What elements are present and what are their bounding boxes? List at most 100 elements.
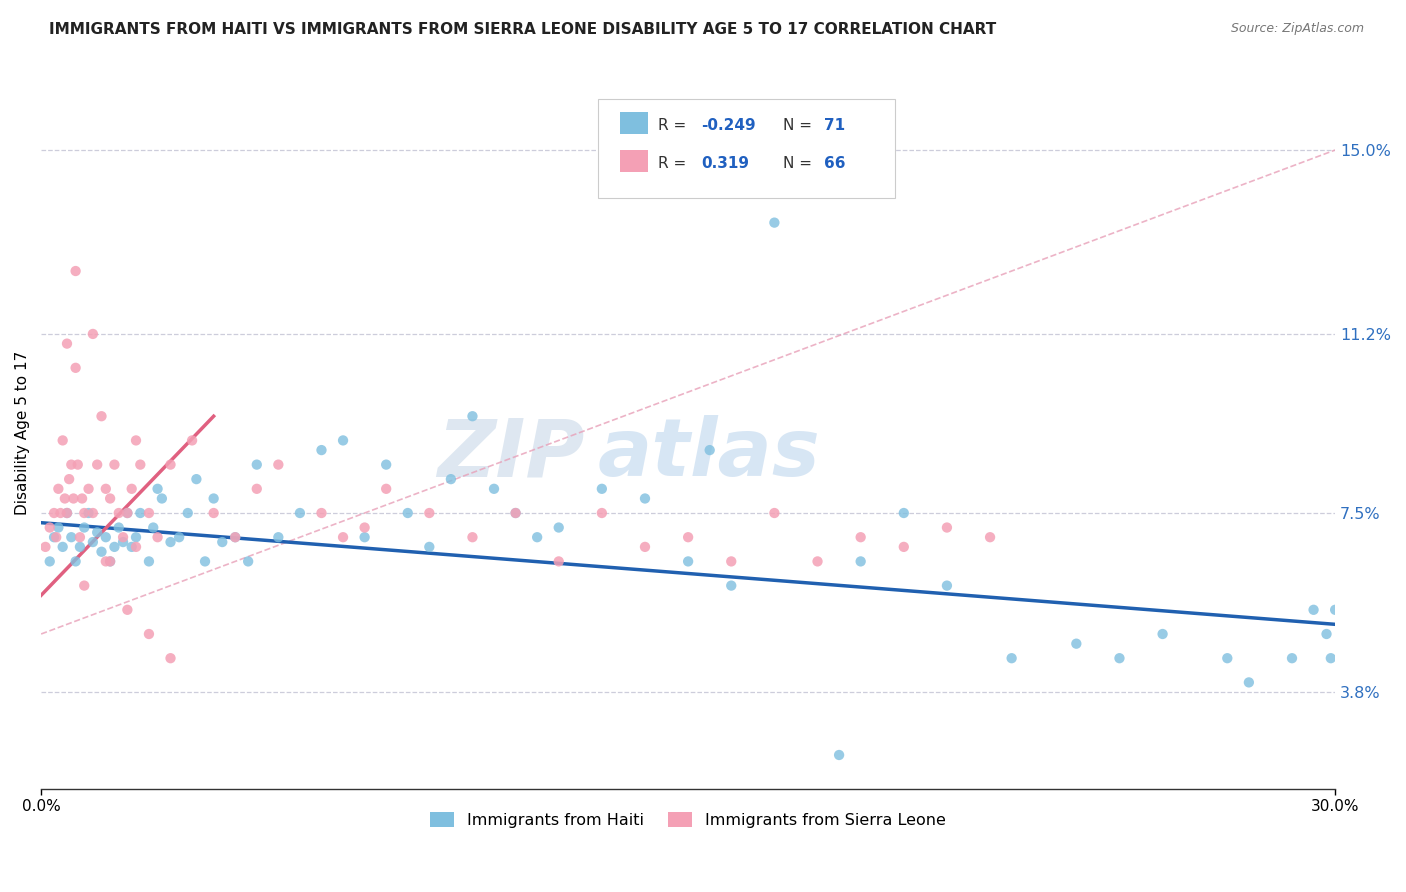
Point: [1315, 627, 1337, 641]
Point: [62, 491, 84, 506]
Point: [48, 482, 70, 496]
Point: [52, 540, 75, 554]
Point: [547, 554, 569, 568]
Point: [224, 530, 246, 544]
Point: [1152, 627, 1174, 641]
Point: [634, 540, 657, 554]
Point: [56, 336, 79, 351]
Point: [98, 554, 121, 568]
Point: [129, 506, 152, 520]
Point: [267, 530, 290, 544]
Point: [1324, 603, 1347, 617]
Point: [48, 520, 70, 534]
Point: [211, 535, 233, 549]
Point: [676, 530, 699, 544]
Point: [69, 530, 91, 544]
Point: [159, 458, 181, 472]
Point: [77, 482, 100, 496]
Point: [224, 530, 246, 544]
Point: [935, 579, 957, 593]
Point: [34, 540, 56, 554]
Point: [591, 506, 613, 520]
Point: [69, 540, 91, 554]
Point: [86, 525, 108, 540]
Point: [181, 434, 204, 448]
Point: [935, 520, 957, 534]
Point: [246, 458, 269, 472]
Point: [107, 506, 129, 520]
Point: [676, 554, 699, 568]
Point: [634, 491, 657, 506]
Point: [1001, 651, 1024, 665]
Point: [893, 540, 915, 554]
Point: [66, 458, 89, 472]
Text: atlas: atlas: [598, 416, 820, 493]
Point: [73, 506, 96, 520]
Point: [60, 458, 83, 472]
Point: [82, 326, 104, 341]
Text: N =: N =: [783, 156, 811, 171]
Point: [1108, 651, 1130, 665]
Point: [159, 535, 181, 549]
Point: [82, 506, 104, 520]
Point: [440, 472, 463, 486]
Point: [112, 530, 135, 544]
Point: [763, 216, 786, 230]
Point: [45, 530, 67, 544]
Point: [65, 360, 87, 375]
Point: [482, 482, 505, 496]
Point: [246, 482, 269, 496]
Point: [311, 443, 333, 458]
Point: [332, 434, 354, 448]
Text: R =: R =: [658, 119, 686, 133]
Point: [56, 506, 79, 520]
Point: [1281, 651, 1303, 665]
Text: 0.319: 0.319: [702, 156, 749, 171]
Point: [86, 458, 108, 472]
Point: [103, 458, 125, 472]
Point: [58, 472, 80, 486]
Point: [138, 627, 160, 641]
Point: [202, 491, 225, 506]
Point: [288, 506, 311, 520]
Point: [720, 579, 742, 593]
Point: [129, 458, 152, 472]
Point: [505, 506, 527, 520]
Point: [117, 506, 139, 520]
FancyBboxPatch shape: [620, 150, 648, 172]
Point: [56, 506, 79, 520]
Point: [461, 530, 484, 544]
Point: [167, 530, 190, 544]
Point: [763, 506, 786, 520]
Point: [138, 554, 160, 568]
Point: [94, 554, 117, 568]
FancyBboxPatch shape: [598, 99, 896, 198]
Text: IMMIGRANTS FROM HAITI VS IMMIGRANTS FROM SIERRA LEONE DISABILITY AGE 5 TO 17 COR: IMMIGRANTS FROM HAITI VS IMMIGRANTS FROM…: [49, 22, 997, 37]
Text: Source: ZipAtlas.com: Source: ZipAtlas.com: [1230, 22, 1364, 36]
Point: [311, 506, 333, 520]
Point: [979, 530, 1001, 544]
Point: [125, 434, 148, 448]
Point: [720, 554, 742, 568]
Point: [146, 482, 169, 496]
Point: [375, 482, 398, 496]
Point: [159, 651, 181, 665]
Point: [849, 554, 872, 568]
Point: [396, 506, 419, 520]
Point: [73, 520, 96, 534]
Point: [547, 520, 569, 534]
Point: [82, 535, 104, 549]
Point: [65, 554, 87, 568]
Point: [418, 506, 440, 520]
Point: [150, 491, 173, 506]
Point: [38, 554, 60, 568]
Text: N =: N =: [783, 119, 811, 133]
Point: [121, 482, 143, 496]
Point: [699, 443, 721, 458]
Point: [1216, 651, 1239, 665]
Point: [375, 458, 398, 472]
Point: [117, 506, 139, 520]
Point: [142, 520, 165, 534]
Point: [38, 520, 60, 534]
Point: [1237, 675, 1260, 690]
